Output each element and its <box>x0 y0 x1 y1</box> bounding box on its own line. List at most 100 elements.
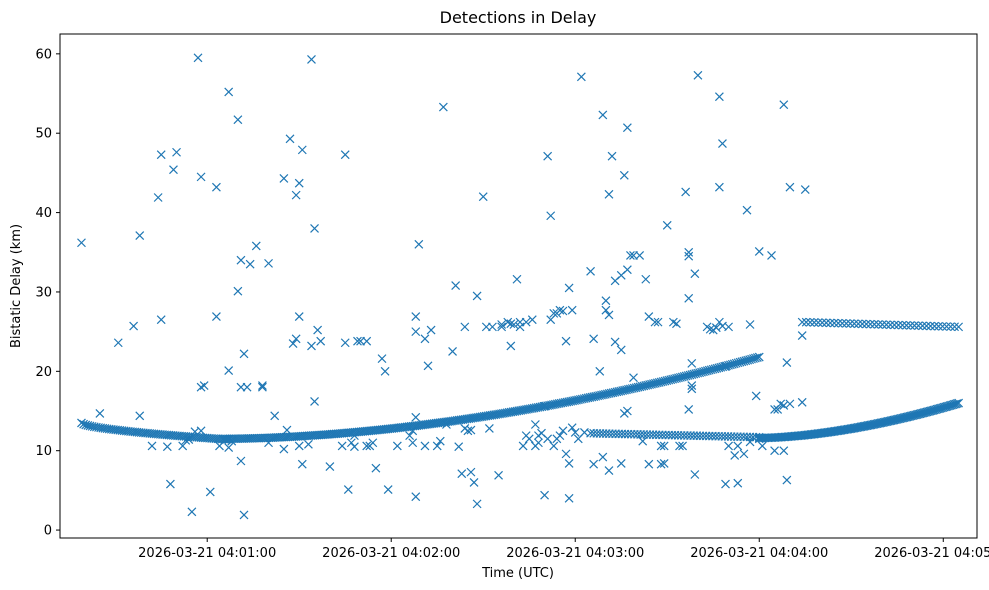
data-point <box>938 321 947 331</box>
data-point <box>371 463 381 473</box>
data-point <box>821 318 831 328</box>
data-point <box>457 469 467 479</box>
data-point <box>841 319 851 328</box>
y-tick-label: 20 <box>35 365 52 380</box>
data-point <box>877 320 887 329</box>
y-tick-label: 60 <box>35 47 52 62</box>
data-point <box>626 251 635 260</box>
data-point <box>346 438 356 448</box>
data-point <box>770 446 780 456</box>
data-point <box>169 165 178 175</box>
data-point <box>742 205 752 215</box>
data-point <box>659 441 669 451</box>
data-point <box>914 321 923 331</box>
data-point <box>684 404 694 414</box>
data-point <box>448 347 457 356</box>
data-point <box>512 274 522 284</box>
data-point <box>294 312 304 321</box>
data-point <box>285 134 295 144</box>
data-point <box>881 320 891 330</box>
data-point <box>294 178 304 188</box>
data-point <box>672 319 681 329</box>
data-point <box>662 220 672 230</box>
data-point <box>610 337 620 347</box>
data-point <box>714 92 724 102</box>
data-point <box>349 442 359 452</box>
data-point <box>543 151 553 161</box>
data-point <box>589 459 599 469</box>
x-tick-label: 2026-03-21 04:02:00 <box>322 546 460 561</box>
data-point <box>869 319 879 329</box>
data-point <box>129 321 139 331</box>
data-point <box>377 354 387 364</box>
data-point <box>313 325 323 335</box>
y-tick-label: 50 <box>35 127 52 142</box>
x-tick-label: 2026-03-21 04:03:00 <box>506 546 644 561</box>
data-point <box>644 459 654 469</box>
data-point <box>567 305 577 315</box>
data-point <box>601 305 611 315</box>
data-point <box>460 322 470 332</box>
data-point <box>466 425 476 435</box>
data-point <box>849 319 859 329</box>
y-axis-ticks: 0 10 20 30 40 50 60 <box>35 47 60 539</box>
data-point <box>690 269 700 279</box>
data-point <box>650 317 660 327</box>
data-point <box>135 411 145 421</box>
data-point <box>926 321 935 331</box>
data-point <box>469 478 479 487</box>
data-point <box>604 466 614 475</box>
data-point <box>946 322 956 332</box>
y-tick-label: 30 <box>35 285 52 300</box>
data-point <box>622 265 632 275</box>
data-point <box>420 441 430 451</box>
data-point <box>693 70 703 80</box>
data-point <box>488 322 497 332</box>
data-point <box>589 334 599 344</box>
data-point <box>518 441 528 451</box>
data-point <box>432 441 442 451</box>
data-point <box>595 366 605 376</box>
data-point <box>521 317 531 327</box>
data-point <box>641 274 651 284</box>
data-point <box>307 54 316 64</box>
data-point <box>833 318 843 328</box>
data-point <box>714 317 724 327</box>
data-point <box>156 150 166 160</box>
data-point <box>681 187 691 197</box>
data-point <box>310 397 319 406</box>
data-point <box>785 182 795 192</box>
data-point <box>211 312 221 321</box>
data-point <box>239 510 249 520</box>
data-point <box>890 320 899 330</box>
data-point <box>540 490 549 500</box>
data-point <box>546 211 556 221</box>
data-point <box>233 286 243 296</box>
data-point <box>380 366 390 376</box>
data-point <box>561 449 571 459</box>
data-point <box>598 452 608 462</box>
data-point <box>438 102 448 112</box>
data-point <box>801 317 811 327</box>
x-tick-label: 2026-03-21 04:04:00 <box>690 546 828 561</box>
data-point <box>930 321 939 331</box>
data-point <box>767 251 776 260</box>
data-point <box>530 420 540 429</box>
data-point <box>257 382 267 392</box>
data-point <box>534 438 543 448</box>
data-point <box>954 322 964 332</box>
data-point <box>739 449 749 459</box>
data-point <box>687 381 697 391</box>
data-point <box>251 241 261 251</box>
chart-title: Detections in Delay <box>440 8 597 27</box>
data-point <box>797 397 807 407</box>
data-point <box>564 493 574 503</box>
y-tick-label: 10 <box>35 444 52 459</box>
data-point <box>752 353 762 362</box>
data-point <box>561 336 571 346</box>
data-point <box>156 315 166 325</box>
data-point <box>454 442 464 452</box>
data-point <box>800 185 810 194</box>
